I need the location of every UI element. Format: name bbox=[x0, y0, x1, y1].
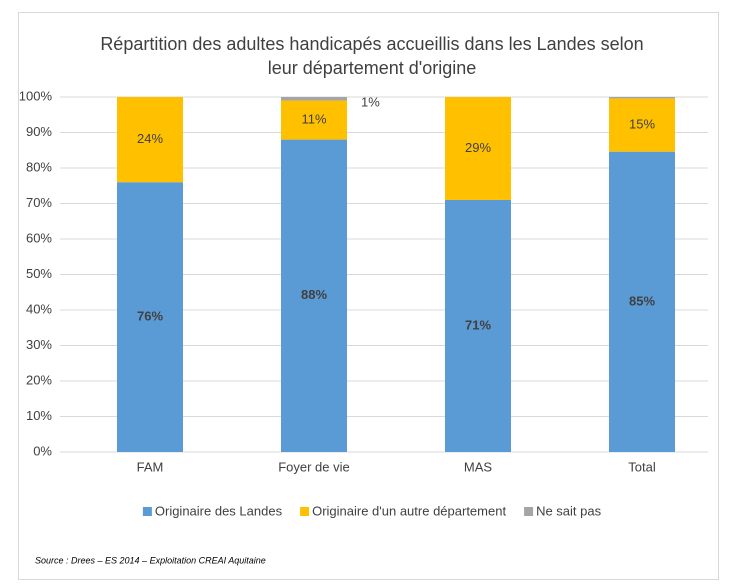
y-tick-label: 60% bbox=[26, 230, 52, 245]
y-tick-label: 20% bbox=[26, 372, 52, 387]
bar-segment bbox=[281, 100, 347, 140]
bar-segment bbox=[281, 139, 347, 452]
legend-label: Originaire d'un autre département bbox=[312, 503, 506, 518]
data-label: 76% bbox=[137, 309, 163, 324]
chart-title: leur département d'origine bbox=[268, 58, 477, 78]
legend-swatch bbox=[142, 507, 152, 516]
x-tick-label: Foyer de vie bbox=[278, 459, 350, 474]
data-label: 29% bbox=[465, 140, 491, 155]
legend-label: Ne sait pas bbox=[536, 503, 602, 518]
bar-segment bbox=[609, 97, 675, 99]
data-label: 11% bbox=[301, 112, 326, 127]
x-tick-label: MAS bbox=[464, 459, 493, 474]
y-tick-label: 90% bbox=[26, 124, 52, 139]
data-label: 88% bbox=[301, 287, 327, 302]
bar-segment bbox=[445, 97, 511, 200]
x-tick-label: Total bbox=[628, 459, 656, 474]
y-tick-label: 30% bbox=[26, 337, 52, 352]
y-tick-label: 70% bbox=[26, 195, 52, 210]
legend-label: Originaire des Landes bbox=[155, 503, 283, 518]
y-tick-label: 40% bbox=[26, 301, 52, 316]
chart-title: Répartition des adultes handicapés accue… bbox=[100, 34, 643, 54]
data-label: 1% bbox=[361, 94, 380, 109]
y-tick-label: 10% bbox=[26, 408, 52, 423]
data-label: 71% bbox=[465, 317, 491, 332]
bar-segment bbox=[609, 151, 675, 453]
data-label: 85% bbox=[629, 293, 655, 308]
bar-segment bbox=[117, 97, 183, 183]
y-tick-label: 50% bbox=[26, 266, 52, 281]
bar-segment bbox=[281, 97, 347, 101]
source-note: Source : Drees – ES 2014 – Exploitation … bbox=[35, 555, 266, 565]
data-label: 15% bbox=[629, 116, 655, 131]
bar-segment bbox=[117, 182, 183, 452]
bar-segment bbox=[609, 98, 675, 152]
y-tick-label: 0% bbox=[33, 443, 52, 458]
y-tick-label: 100% bbox=[19, 88, 53, 103]
data-label: 24% bbox=[137, 131, 163, 146]
legend-swatch bbox=[300, 507, 310, 516]
x-tick-label: FAM bbox=[137, 459, 164, 474]
bar-segment bbox=[445, 199, 511, 452]
legend-swatch bbox=[524, 507, 534, 516]
y-tick-label: 80% bbox=[26, 159, 52, 174]
